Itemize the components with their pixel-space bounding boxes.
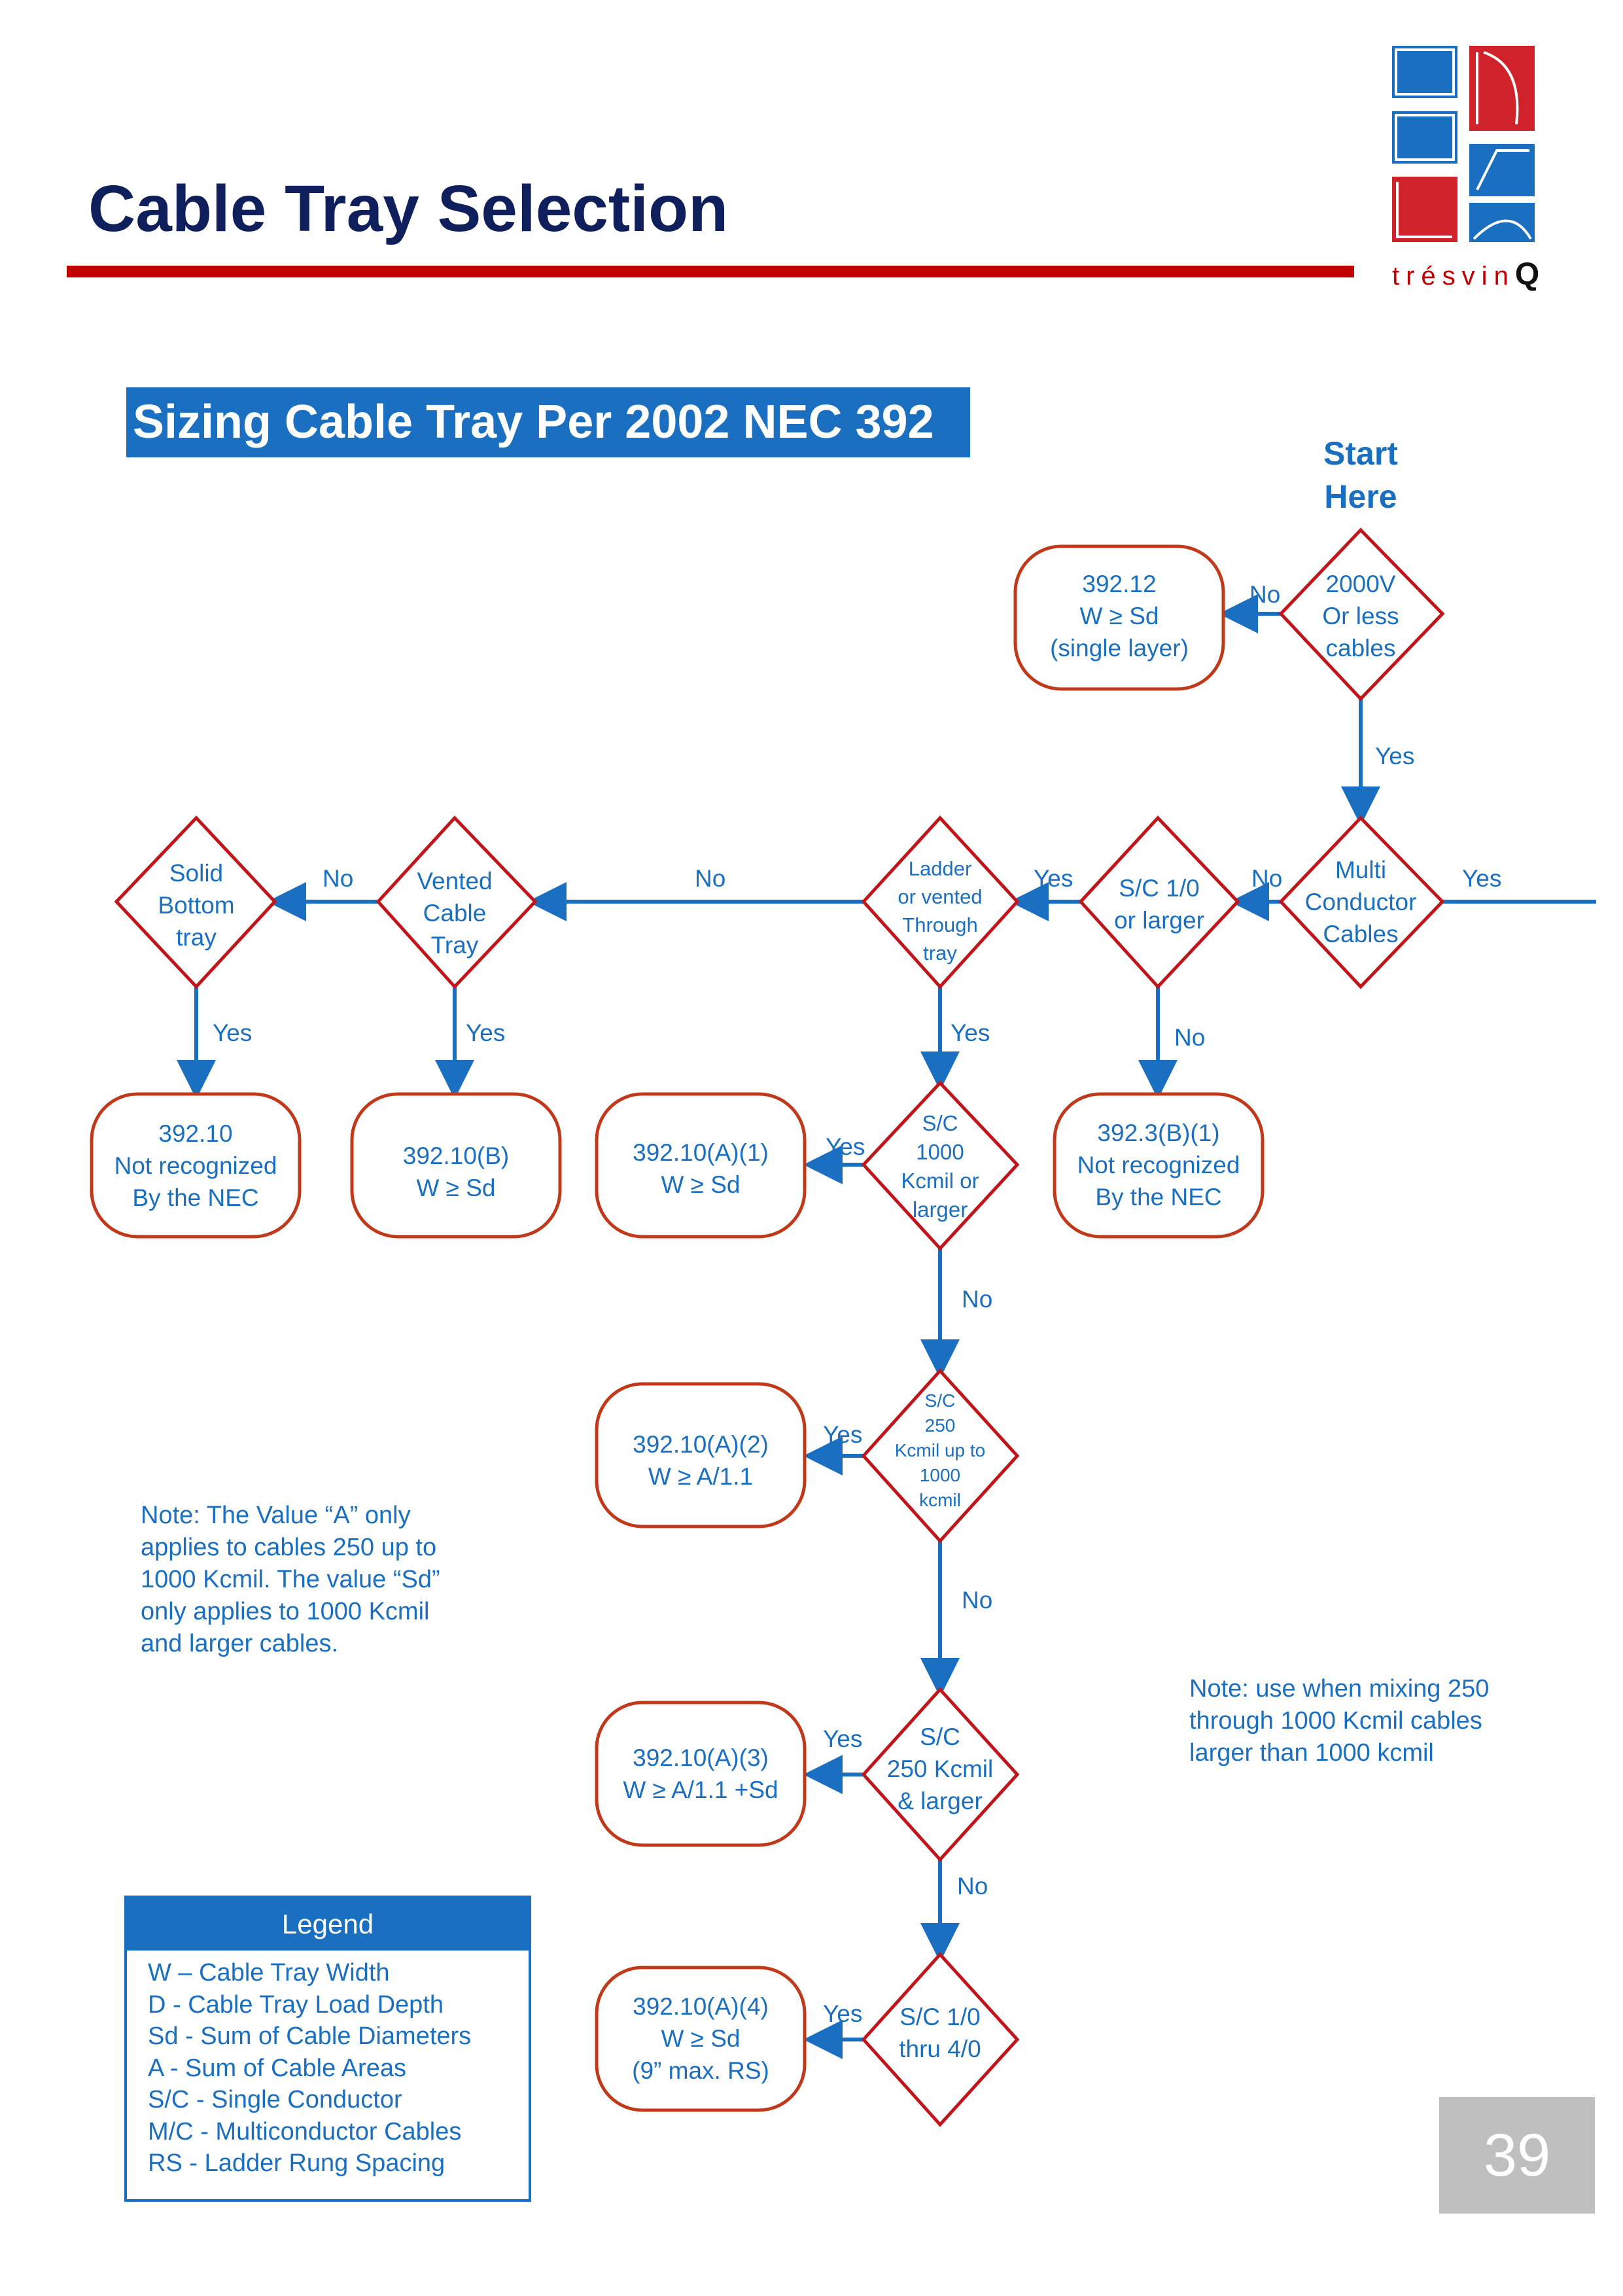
page-number: 39 bbox=[1439, 2097, 1595, 2214]
edge-label-yes: Yes bbox=[1462, 865, 1501, 892]
edge-label-no: No bbox=[323, 865, 353, 892]
box-392-10-a3-label: 392.10(A)(3) W ≥ A/1.1 +Sd bbox=[597, 1742, 805, 1806]
edge-label-yes: Yes bbox=[213, 1019, 252, 1047]
edge-label-yes: Yes bbox=[823, 1421, 862, 1449]
decision-sc10thru-label: S/C 1/0 thru 4/0 bbox=[881, 2001, 999, 2065]
edge-label-no: No bbox=[1251, 865, 1282, 892]
edge-label-no: No bbox=[957, 1873, 988, 1900]
legend-item: A - Sum of Cable Areas bbox=[148, 2053, 529, 2085]
box-392-10-a1-label: 392.10(A)(1) W ≥ Sd bbox=[597, 1137, 805, 1201]
edge-label-yes: Yes bbox=[951, 1019, 990, 1047]
legend: Legend W – Cable Tray Width D - Cable Tr… bbox=[124, 1896, 531, 2202]
edge-label-yes: Yes bbox=[823, 1725, 862, 1753]
decision-solid-label: Solid Bottom tray bbox=[137, 857, 255, 953]
box-392-10-label: 392.10 Not recognized By the NEC bbox=[92, 1118, 300, 1214]
legend-item: D - Cable Tray Load Depth bbox=[148, 1989, 529, 2021]
decision-vented-label: Vented Cable Tray bbox=[396, 865, 514, 961]
edge-label-no: No bbox=[695, 865, 725, 892]
legend-items: W – Cable Tray Width D - Cable Tray Load… bbox=[127, 1951, 529, 2180]
decision-2000v-label: 2000V Or less cables bbox=[1295, 568, 1426, 664]
edge-label-yes: Yes bbox=[1034, 865, 1073, 892]
box-392-12-label: 392.12 W ≥ Sd (single layer) bbox=[1015, 568, 1223, 664]
note-right: Note: use when mixing 250 through 1000 K… bbox=[1189, 1673, 1489, 1769]
legend-item: W – Cable Tray Width bbox=[148, 1957, 529, 1989]
box-392-10-a4-label: 392.10(A)(4) W ≥ Sd (9” max. RS) bbox=[597, 1990, 805, 2087]
legend-item: S/C - Single Conductor bbox=[148, 2084, 529, 2116]
edge-label-yes: Yes bbox=[826, 1133, 865, 1161]
edge-label-no: No bbox=[962, 1286, 992, 1313]
box-392-10-b-label: 392.10(B) W ≥ Sd bbox=[352, 1140, 560, 1204]
legend-title: Legend bbox=[127, 1898, 529, 1951]
legend-item: M/C - Multiconductor Cables bbox=[148, 2116, 529, 2148]
legend-item: RS - Ladder Rung Spacing bbox=[148, 2147, 529, 2180]
box-392-3-b1-label: 392.3(B)(1) Not recognized By the NEC bbox=[1055, 1117, 1263, 1213]
decision-sc250l-label: S/C 250 Kcmil & larger bbox=[881, 1721, 999, 1817]
edge-label-yes: Yes bbox=[1375, 743, 1414, 770]
edge-label-no: No bbox=[1249, 581, 1280, 609]
legend-item: Sd - Sum of Cable Diameters bbox=[148, 2021, 529, 2053]
box-392-10-a2-label: 392.10(A)(2) W ≥ A/1.1 bbox=[597, 1428, 805, 1492]
decision-sc250-label: S/C 250 Kcmil up to 1000 kcmil bbox=[884, 1388, 996, 1513]
decision-multi-label: Multi Conductor Cables bbox=[1287, 854, 1434, 950]
decision-ladder-label: Ladder or vented Through tray bbox=[881, 855, 999, 967]
decision-sc10-label: S/C 1/0 or larger bbox=[1094, 872, 1225, 936]
decision-sc1000-label: S/C 1000 Kcmil or larger bbox=[888, 1109, 992, 1224]
edge-label-yes: Yes bbox=[466, 1019, 505, 1047]
note-left: Note: The Value “A” only applies to cabl… bbox=[141, 1500, 440, 1660]
edge-label-no: No bbox=[1174, 1024, 1205, 1051]
edge-label-no: No bbox=[962, 1587, 992, 1614]
edge-label-yes: Yes bbox=[823, 2000, 862, 2028]
